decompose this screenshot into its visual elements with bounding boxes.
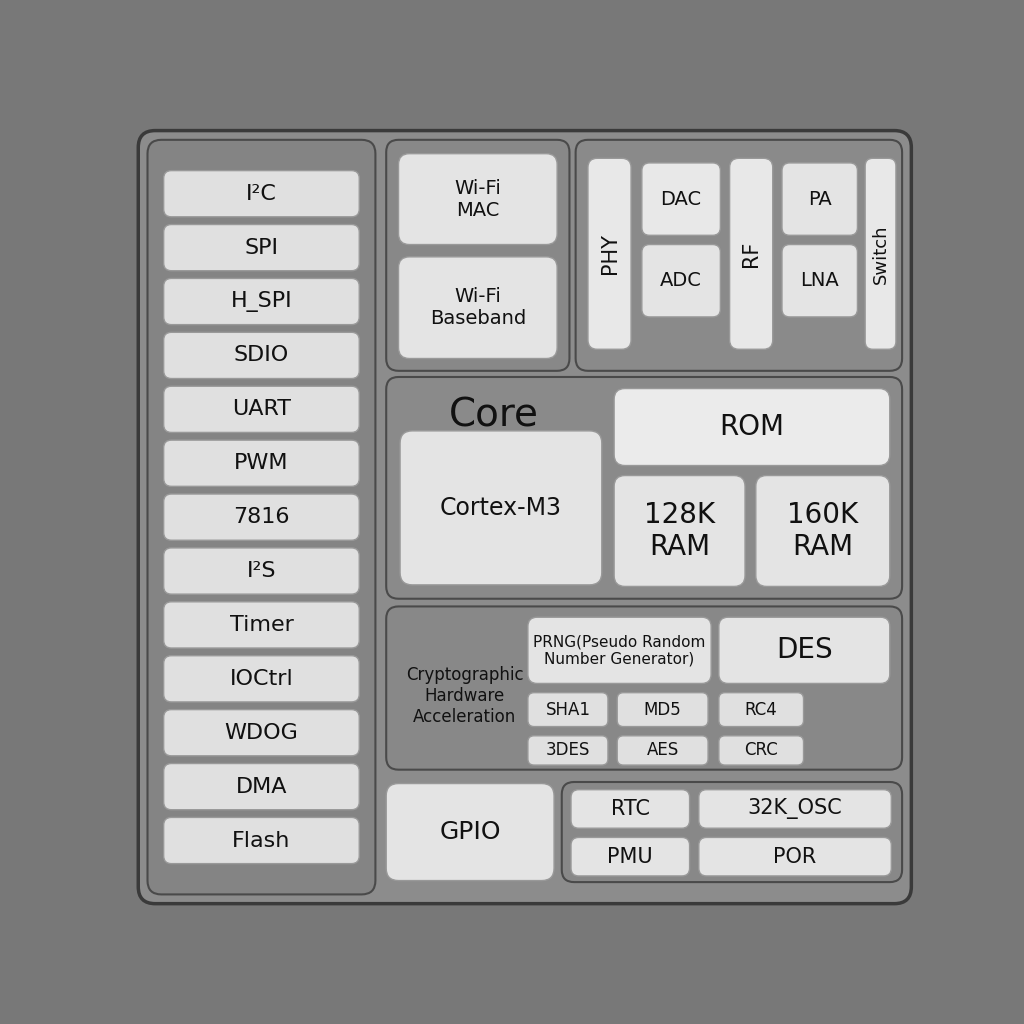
FancyBboxPatch shape <box>698 838 891 876</box>
Text: WDOG: WDOG <box>224 723 298 742</box>
FancyBboxPatch shape <box>528 692 608 727</box>
Text: PMU: PMU <box>607 847 653 866</box>
FancyBboxPatch shape <box>164 494 359 541</box>
FancyBboxPatch shape <box>719 736 804 765</box>
FancyBboxPatch shape <box>400 431 602 585</box>
FancyBboxPatch shape <box>164 386 359 432</box>
FancyBboxPatch shape <box>164 548 359 594</box>
FancyBboxPatch shape <box>614 475 745 587</box>
Text: Switch: Switch <box>871 224 890 284</box>
FancyBboxPatch shape <box>164 710 359 756</box>
Text: PRNG(Pseudo Random
Number Generator): PRNG(Pseudo Random Number Generator) <box>534 634 706 667</box>
Text: 32K_OSC: 32K_OSC <box>748 799 843 819</box>
FancyBboxPatch shape <box>386 377 902 599</box>
Text: RF: RF <box>741 241 761 267</box>
FancyBboxPatch shape <box>617 692 708 727</box>
FancyBboxPatch shape <box>164 440 359 486</box>
Text: Core: Core <box>449 396 539 434</box>
FancyBboxPatch shape <box>575 140 902 371</box>
FancyBboxPatch shape <box>164 171 359 217</box>
Text: ROM: ROM <box>720 413 784 441</box>
FancyBboxPatch shape <box>730 159 773 349</box>
Text: 128K
RAM: 128K RAM <box>644 501 715 561</box>
FancyBboxPatch shape <box>398 154 557 245</box>
Text: SHA1: SHA1 <box>546 700 591 719</box>
FancyBboxPatch shape <box>528 736 608 765</box>
Text: AES: AES <box>646 741 679 760</box>
FancyBboxPatch shape <box>719 617 890 683</box>
FancyBboxPatch shape <box>528 617 711 683</box>
Text: H_SPI: H_SPI <box>230 291 292 312</box>
FancyBboxPatch shape <box>164 764 359 810</box>
FancyBboxPatch shape <box>614 388 890 466</box>
Text: SPI: SPI <box>245 238 279 258</box>
Text: RTC: RTC <box>610 799 650 819</box>
FancyBboxPatch shape <box>782 245 857 316</box>
Text: IOCtrl: IOCtrl <box>229 669 293 689</box>
Text: UART: UART <box>232 399 291 419</box>
Text: DES: DES <box>776 636 833 665</box>
FancyBboxPatch shape <box>386 783 554 881</box>
Text: DAC: DAC <box>660 189 701 209</box>
Text: 7816: 7816 <box>233 507 290 527</box>
FancyBboxPatch shape <box>398 257 557 358</box>
FancyBboxPatch shape <box>147 140 376 894</box>
FancyBboxPatch shape <box>386 140 569 371</box>
FancyBboxPatch shape <box>164 333 359 379</box>
FancyBboxPatch shape <box>164 655 359 701</box>
FancyBboxPatch shape <box>698 790 891 828</box>
FancyBboxPatch shape <box>164 224 359 270</box>
FancyBboxPatch shape <box>164 602 359 648</box>
Text: 160K
RAM: 160K RAM <box>787 501 858 561</box>
Text: CRC: CRC <box>744 741 778 760</box>
Text: GPIO: GPIO <box>439 820 501 844</box>
Text: PHY: PHY <box>599 233 620 274</box>
Text: MD5: MD5 <box>644 700 682 719</box>
FancyBboxPatch shape <box>642 163 720 236</box>
Text: SDIO: SDIO <box>233 345 289 366</box>
FancyBboxPatch shape <box>642 245 720 316</box>
Text: POR: POR <box>773 847 817 866</box>
Text: I²C: I²C <box>246 183 276 204</box>
Text: Cryptographic
Hardware
Acceleration: Cryptographic Hardware Acceleration <box>406 666 523 726</box>
FancyBboxPatch shape <box>138 131 911 903</box>
Text: 3DES: 3DES <box>546 741 590 760</box>
FancyBboxPatch shape <box>782 163 857 236</box>
Text: Cortex-M3: Cortex-M3 <box>440 496 562 520</box>
Text: ADC: ADC <box>660 271 702 290</box>
FancyBboxPatch shape <box>164 279 359 325</box>
FancyBboxPatch shape <box>617 736 708 765</box>
Text: Wi-Fi
Baseband: Wi-Fi Baseband <box>430 287 526 328</box>
FancyBboxPatch shape <box>386 606 902 770</box>
Text: Wi-Fi
MAC: Wi-Fi MAC <box>455 178 502 219</box>
FancyBboxPatch shape <box>562 782 902 882</box>
FancyBboxPatch shape <box>571 790 689 828</box>
FancyBboxPatch shape <box>865 159 896 349</box>
Text: LNA: LNA <box>801 271 839 290</box>
FancyBboxPatch shape <box>756 475 890 587</box>
Text: Flash: Flash <box>232 830 291 851</box>
Text: RC4: RC4 <box>744 700 777 719</box>
FancyBboxPatch shape <box>719 692 804 727</box>
Text: PA: PA <box>808 189 831 209</box>
Text: PWM: PWM <box>234 454 289 473</box>
Text: I²S: I²S <box>247 561 276 581</box>
FancyBboxPatch shape <box>588 159 631 349</box>
Text: DMA: DMA <box>236 776 287 797</box>
Text: Timer: Timer <box>229 615 294 635</box>
FancyBboxPatch shape <box>571 838 689 876</box>
FancyBboxPatch shape <box>164 817 359 863</box>
